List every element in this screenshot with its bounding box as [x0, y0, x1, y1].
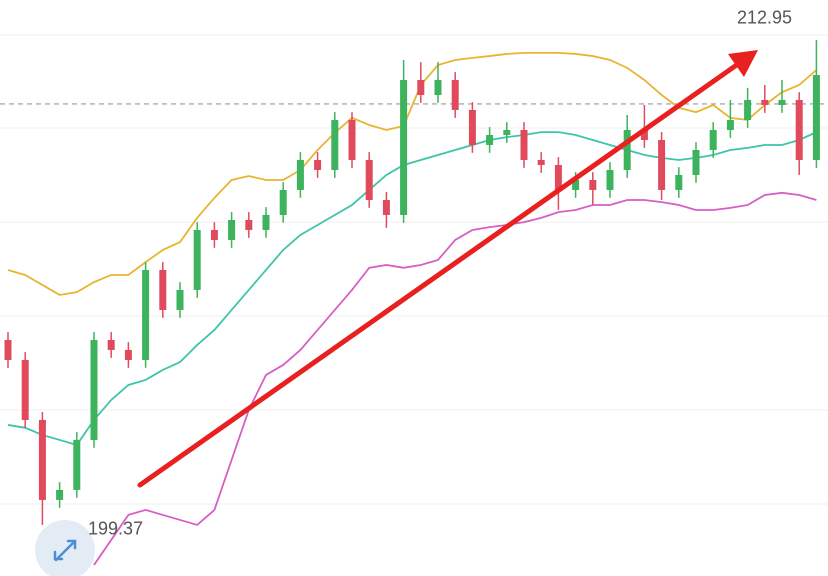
candle-body [520, 129, 528, 160]
candle-body [744, 99, 752, 120]
candle-body [537, 159, 545, 165]
button-bg[interactable] [35, 520, 95, 576]
candle-body [400, 79, 408, 215]
candle-body [606, 169, 614, 190]
candle-body [245, 219, 253, 230]
band-line [93, 191, 817, 566]
candle-body [314, 159, 322, 170]
plot [0, 39, 828, 566]
candle-body [90, 339, 98, 440]
candle-body [434, 79, 442, 95]
candle-body [554, 164, 562, 190]
candle-body [228, 219, 236, 240]
candle-body [348, 119, 356, 160]
candle-body [812, 74, 820, 160]
band-line [7, 51, 817, 296]
candle-body [331, 119, 339, 170]
candle-body [589, 179, 597, 190]
candle-body [279, 189, 287, 215]
candle-body [38, 419, 46, 500]
candle-body [21, 359, 29, 420]
band-line [7, 131, 817, 446]
candle-body [382, 199, 390, 215]
arrow-shaft [137, 61, 741, 488]
low-label: 199.37 [88, 519, 143, 539]
grid [0, 34, 828, 505]
candle-body [675, 174, 683, 190]
candle-body [658, 139, 666, 190]
expand-icon[interactable] [53, 539, 77, 562]
candle-body [468, 109, 476, 145]
candle-body [572, 179, 580, 190]
candle-body [193, 229, 201, 290]
candle-body [176, 289, 184, 310]
candle-body [503, 129, 511, 135]
candle-body [107, 339, 115, 350]
candle-body [296, 159, 304, 190]
candle-body [365, 159, 373, 200]
candle-body [778, 99, 786, 105]
candle-body [4, 339, 12, 360]
candle-body [451, 79, 459, 110]
expand-button[interactable] [35, 520, 95, 576]
candle-body [73, 439, 81, 490]
candle-body [210, 229, 218, 240]
candle-body [262, 214, 270, 230]
candle-body [726, 119, 734, 130]
candle-body [56, 489, 64, 500]
candle-body [709, 129, 717, 150]
candle-body [124, 349, 132, 360]
candle-body [640, 129, 648, 140]
trend-arrow [137, 50, 758, 488]
candle-body [417, 79, 425, 95]
high-label: 212.95 [737, 8, 792, 28]
candle-body [692, 149, 700, 175]
candle-body [761, 99, 769, 105]
candle-body [486, 134, 494, 145]
candle-body [159, 269, 167, 310]
candle-body [142, 269, 150, 360]
candle-body [623, 129, 631, 170]
arrow-head [728, 50, 758, 77]
candle-body [795, 99, 803, 160]
